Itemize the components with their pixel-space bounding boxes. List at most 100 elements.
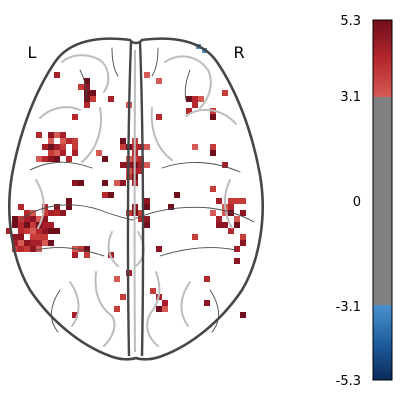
activation-voxel: [210, 144, 216, 150]
activation-voxel: [210, 114, 216, 120]
activation-voxel: [222, 210, 228, 216]
activation-voxel: [42, 216, 48, 222]
activation-voxel: [84, 252, 90, 258]
activation-voxel: [228, 228, 234, 234]
activation-voxel: [48, 138, 54, 144]
activation-voxel: [240, 198, 246, 204]
activation-voxel: [66, 156, 72, 162]
activation-voxel: [108, 192, 114, 198]
activation-voxel: [12, 234, 18, 240]
activation-voxel: [24, 216, 30, 222]
activation-voxel: [42, 234, 48, 240]
activation-voxel: [6, 228, 12, 234]
activation-voxel: [54, 72, 60, 78]
activation-voxel: [144, 72, 150, 78]
activation-voxel: [30, 234, 36, 240]
activation-voxel: [90, 96, 96, 102]
activation-voxel: [24, 222, 30, 228]
activation-voxel: [18, 240, 24, 246]
activation-voxel: [240, 312, 246, 318]
activation-voxel: [120, 144, 126, 150]
activation-voxel: [108, 96, 114, 102]
activation-voxel: [234, 246, 240, 252]
activation-voxel: [42, 156, 48, 162]
colorbar-frame: [372, 19, 393, 381]
activation-voxel: [144, 144, 150, 150]
activation-voxel: [144, 222, 150, 228]
activation-voxel: [84, 96, 90, 102]
activation-voxel: [48, 150, 54, 156]
activation-voxel: [84, 246, 90, 252]
activation-voxel: [234, 222, 240, 228]
activation-voxel: [78, 84, 84, 90]
activation-voxel: [54, 150, 60, 156]
activation-voxel: [96, 150, 102, 156]
activation-voxel: [162, 300, 168, 306]
activation-voxel: [42, 210, 48, 216]
activation-voxel: [18, 204, 24, 210]
activation-voxel: [174, 192, 180, 198]
activation-voxel: [36, 132, 42, 138]
activation-voxel: [24, 210, 30, 216]
activation-voxel: [60, 210, 66, 216]
activation-voxel: [42, 228, 48, 234]
activation-voxel: [18, 228, 24, 234]
activation-voxel: [120, 180, 126, 186]
activation-voxel: [72, 138, 78, 144]
activation-voxel: [54, 210, 60, 216]
activation-voxel: [156, 78, 162, 84]
activation-voxel: [42, 144, 48, 150]
colorbar-tick-neg-threshold: -3.1: [336, 300, 361, 315]
activation-voxel: [138, 156, 144, 162]
right-hemisphere-label: R: [233, 43, 244, 62]
activation-voxel: [72, 312, 78, 318]
activation-voxel: [222, 222, 228, 228]
activation-voxel: [240, 234, 246, 240]
activation-voxel: [84, 78, 90, 84]
activation-voxel: [138, 216, 144, 222]
sulcal-lines: [19, 47, 255, 333]
activation-voxel: [30, 216, 36, 222]
activation-voxel: [66, 198, 72, 204]
activation-voxel: [84, 84, 90, 90]
activation-voxel: [18, 222, 24, 228]
activation-voxel: [168, 204, 174, 210]
colorbar-negative-segment: [373, 305, 392, 380]
activation-voxel: [12, 216, 18, 222]
activation-voxel: [138, 162, 144, 168]
activation-voxel: [72, 114, 78, 120]
activation-voxel: [36, 228, 42, 234]
activation-voxel: [66, 138, 72, 144]
colorbar-masked-segment: [373, 97, 392, 305]
activation-voxel: [186, 108, 192, 114]
activation-voxel: [78, 180, 84, 186]
activation-voxel: [204, 276, 210, 282]
activation-voxel: [30, 228, 36, 234]
activation-voxel: [12, 222, 18, 228]
activation-voxel: [42, 222, 48, 228]
activation-voxel: [30, 240, 36, 246]
interhemispheric-fissure: [126, 41, 145, 357]
activation-voxel: [192, 234, 198, 240]
activation-voxel: [48, 222, 54, 228]
activation-voxel: [192, 102, 198, 108]
activation-voxel: [138, 168, 144, 174]
activation-voxel: [102, 156, 108, 162]
activation-voxel: [120, 162, 126, 168]
activation-voxel: [222, 90, 228, 96]
activation-voxel: [72, 150, 78, 156]
activation-voxel: [24, 228, 30, 234]
activation-voxel: [72, 144, 78, 150]
activation-voxel: [54, 132, 60, 138]
activation-voxel: [54, 144, 60, 150]
activation-voxel: [120, 138, 126, 144]
activation-voxel: [240, 210, 246, 216]
activation-voxel: [198, 96, 204, 102]
activation-voxel: [18, 234, 24, 240]
activation-voxel: [66, 204, 72, 210]
activation-voxel: [138, 210, 144, 216]
activation-voxel: [186, 96, 192, 102]
activation-voxel: [228, 198, 234, 204]
activation-voxel: [42, 204, 48, 210]
